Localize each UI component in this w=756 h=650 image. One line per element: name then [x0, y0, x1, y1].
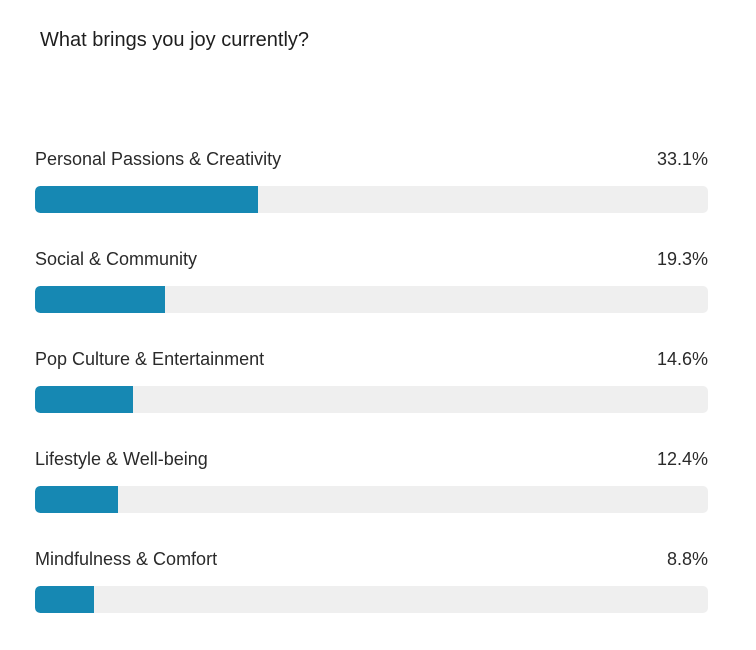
bar-track [35, 386, 708, 413]
bar-row-personal-passions: Personal Passions & Creativity 33.1% [35, 146, 708, 246]
bar-fill [35, 186, 258, 213]
bar-row-social-community: Social & Community 19.3% [35, 246, 708, 346]
category-label: Lifestyle & Well-being [35, 448, 208, 469]
bar-row-mindfulness: Mindfulness & Comfort 8.8% [35, 546, 708, 646]
bar-track [35, 486, 708, 513]
value-label: 19.3% [656, 248, 708, 269]
value-label: 8.8% [666, 548, 708, 569]
category-label: Social & Community [35, 248, 198, 269]
value-label: 14.6% [656, 348, 708, 369]
bar-track [35, 586, 708, 613]
value-label: 33.1% [656, 148, 708, 169]
bar-row-lifestyle: Lifestyle & Well-being 12.4% [35, 446, 708, 546]
bar-row-pop-culture: Pop Culture & Entertainment 14.6% [35, 346, 708, 446]
value-label: 12.4% [656, 448, 708, 469]
chart-title: What brings you joy currently? [40, 29, 310, 51]
bar-track [35, 186, 708, 213]
category-label: Mindfulness & Comfort [35, 548, 218, 569]
bar-fill [35, 386, 134, 413]
bar-fill [35, 486, 119, 513]
bar-rows: Personal Passions & Creativity 33.1% Soc… [35, 146, 708, 646]
category-label: Pop Culture & Entertainment [35, 348, 265, 369]
category-label: Personal Passions & Creativity [35, 148, 282, 169]
bar-fill [35, 286, 165, 313]
bar-fill [35, 586, 95, 613]
bar-track [35, 286, 708, 313]
